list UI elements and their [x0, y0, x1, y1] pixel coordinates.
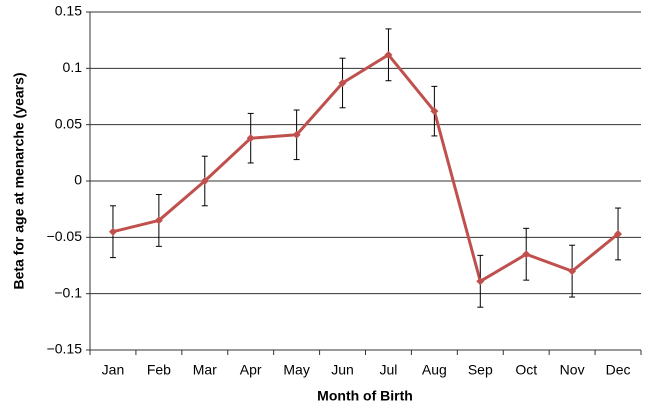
y-tick-label: 0 [74, 172, 82, 188]
marker [568, 267, 577, 276]
marker [154, 216, 163, 225]
marker [476, 277, 485, 286]
y-tick-label: 0.05 [55, 115, 82, 131]
marker [430, 107, 439, 116]
marker [246, 134, 255, 143]
x-axis-label: Month of Birth [317, 388, 413, 404]
x-tick-label: Oct [515, 362, 537, 378]
marker [200, 177, 209, 185]
marker [384, 50, 393, 59]
x-tick-label: Jul [380, 362, 398, 378]
x-tick-label: Apr [240, 362, 262, 378]
y-axis-label: Beta for age at menarche (years) [11, 72, 27, 289]
x-tick-label: Feb [147, 362, 171, 378]
x-tick-label: May [283, 362, 309, 378]
x-tick-label: Aug [422, 362, 447, 378]
x-tick-label: Sep [468, 362, 493, 378]
x-tick-label: Jun [331, 362, 354, 378]
x-tick-label: Dec [606, 362, 631, 378]
marker [614, 229, 623, 238]
marker [522, 250, 531, 259]
marker [108, 227, 117, 236]
data-line [112, 53, 619, 283]
x-tick-label: Nov [560, 362, 585, 378]
y-tick-label: −0.1 [54, 284, 82, 300]
y-tick-label: −0.05 [47, 228, 83, 244]
y-tick-label: −0.15 [47, 341, 83, 357]
marker [292, 130, 301, 139]
y-tick-label: 0.1 [63, 59, 83, 75]
y-tick-label: 0.15 [55, 3, 82, 19]
marker [338, 78, 347, 87]
x-tick-label: Mar [193, 362, 217, 378]
x-tick-label: Jan [102, 362, 125, 378]
